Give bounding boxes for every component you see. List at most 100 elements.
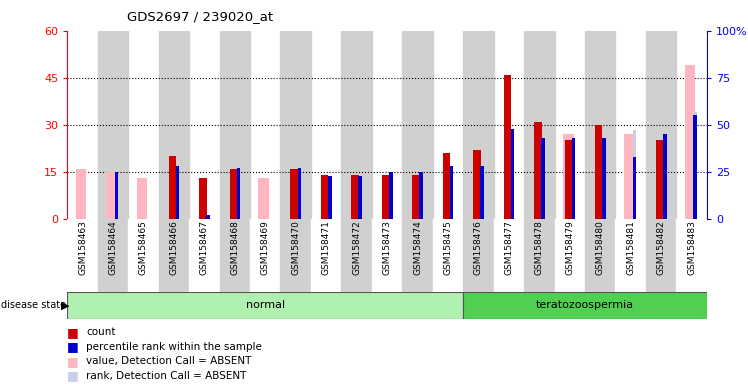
Bar <box>230 169 237 219</box>
Bar <box>76 169 86 219</box>
Bar <box>693 115 697 219</box>
Bar <box>524 31 554 219</box>
Bar <box>236 168 240 219</box>
Bar <box>633 157 637 219</box>
Bar <box>473 150 481 219</box>
Bar <box>189 219 220 292</box>
Bar <box>646 31 676 219</box>
Bar <box>199 178 206 219</box>
Text: teratozoospermia: teratozoospermia <box>536 300 634 310</box>
Bar <box>420 172 423 219</box>
Bar <box>524 219 554 292</box>
Text: GSM158465: GSM158465 <box>139 220 148 275</box>
Bar <box>321 175 328 219</box>
Bar <box>646 219 676 292</box>
Bar <box>358 175 362 219</box>
Bar <box>663 134 666 219</box>
Bar <box>341 31 372 219</box>
Text: ■: ■ <box>67 369 79 382</box>
Text: disease state: disease state <box>1 300 67 310</box>
Text: GSM158467: GSM158467 <box>200 220 209 275</box>
Bar <box>280 219 311 292</box>
Text: ▶: ▶ <box>61 300 70 310</box>
Bar <box>250 219 280 292</box>
Bar <box>328 175 331 219</box>
Bar <box>402 31 433 219</box>
Text: GSM158470: GSM158470 <box>291 220 300 275</box>
Bar <box>534 122 542 219</box>
Text: GSM158480: GSM158480 <box>595 220 605 275</box>
Text: GSM158463: GSM158463 <box>78 220 87 275</box>
Bar <box>565 141 572 219</box>
Bar <box>693 112 697 219</box>
Bar <box>443 153 450 219</box>
Bar <box>616 219 646 292</box>
Text: value, Detection Call = ABSENT: value, Detection Call = ABSENT <box>86 356 251 366</box>
Text: GSM158468: GSM158468 <box>230 220 239 275</box>
Text: GSM158478: GSM158478 <box>535 220 544 275</box>
Text: GSM158479: GSM158479 <box>565 220 574 275</box>
Text: GSM158474: GSM158474 <box>413 220 422 275</box>
Bar <box>280 31 311 219</box>
Text: GSM158481: GSM158481 <box>626 220 635 275</box>
Bar <box>220 219 250 292</box>
Text: GSM158469: GSM158469 <box>261 220 270 275</box>
Bar <box>450 166 453 219</box>
Bar <box>341 219 372 292</box>
Text: normal: normal <box>245 300 285 310</box>
Text: GSM158483: GSM158483 <box>687 220 696 275</box>
Bar <box>176 166 180 219</box>
Bar <box>115 172 118 219</box>
Bar <box>684 65 696 219</box>
Bar <box>290 169 298 219</box>
Text: rank, Detection Call = ABSENT: rank, Detection Call = ABSENT <box>86 371 246 381</box>
Text: GSM158482: GSM158482 <box>657 220 666 275</box>
Bar <box>624 134 634 219</box>
Bar <box>372 219 402 292</box>
Bar <box>554 219 585 292</box>
Bar <box>542 138 545 219</box>
Bar <box>168 156 176 219</box>
Bar <box>67 219 98 292</box>
Bar <box>595 125 602 219</box>
Bar <box>463 292 707 319</box>
Text: ■: ■ <box>67 326 79 339</box>
Bar <box>585 219 616 292</box>
Bar <box>511 129 515 219</box>
Text: GSM158476: GSM158476 <box>474 220 483 275</box>
Bar <box>352 175 359 219</box>
Bar <box>159 219 189 292</box>
Bar <box>220 31 250 219</box>
Bar <box>258 178 269 219</box>
Bar <box>633 131 637 219</box>
Bar <box>137 178 147 219</box>
Bar <box>159 31 189 219</box>
Text: GSM158473: GSM158473 <box>382 220 392 275</box>
Bar <box>656 141 663 219</box>
Text: GSM158464: GSM158464 <box>108 220 117 275</box>
Bar <box>676 219 707 292</box>
Text: GSM158466: GSM158466 <box>169 220 179 275</box>
Bar <box>389 172 393 219</box>
Bar <box>298 168 301 219</box>
Bar <box>480 166 484 219</box>
Text: count: count <box>86 327 115 337</box>
Text: ■: ■ <box>67 340 79 353</box>
Text: GSM158475: GSM158475 <box>444 220 453 275</box>
Bar <box>67 292 463 319</box>
Bar <box>571 138 575 219</box>
Bar <box>98 31 128 219</box>
Bar <box>463 31 494 219</box>
Text: GSM158472: GSM158472 <box>352 220 361 275</box>
Bar <box>381 175 389 219</box>
Bar <box>585 31 616 219</box>
Bar <box>433 219 463 292</box>
Bar <box>563 134 574 219</box>
Bar <box>412 175 420 219</box>
Text: percentile rank within the sample: percentile rank within the sample <box>86 342 262 352</box>
Bar <box>298 168 301 219</box>
Bar <box>602 138 606 219</box>
Bar <box>98 219 128 292</box>
Text: ■: ■ <box>67 355 79 368</box>
Bar <box>503 74 511 219</box>
